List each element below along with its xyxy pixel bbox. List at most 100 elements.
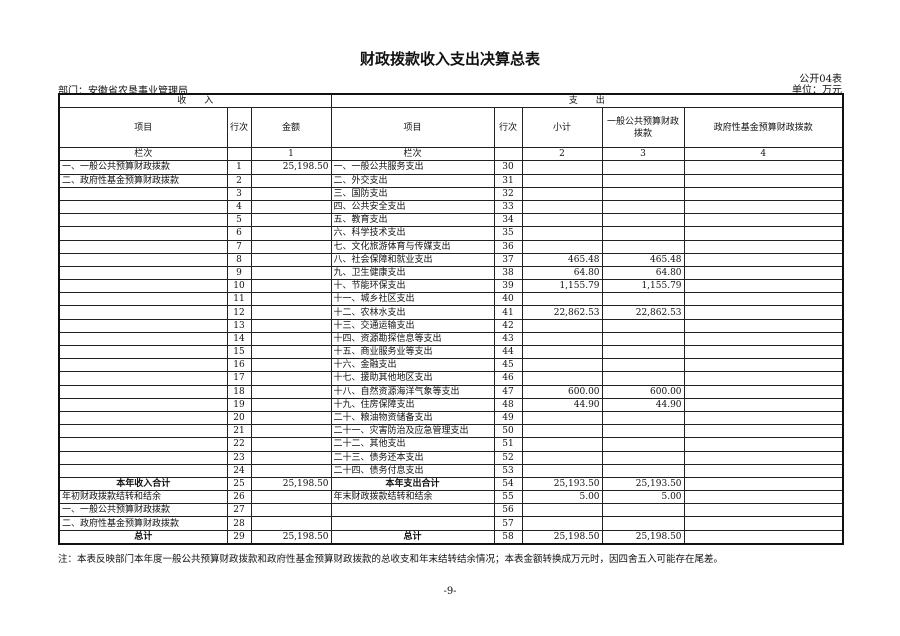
income-line-cell: 26 (226, 490, 252, 505)
income-item-cell: 本年收入合计 (58, 476, 228, 492)
income-amount-cell (250, 384, 332, 399)
table-row: 4 四、公共安全支出 33 (58, 199, 844, 215)
expense-item-cell: 一、一般公共服务支出 (330, 160, 495, 175)
expense-line-cell: 33 (493, 199, 523, 215)
expense-line-cell: 40 (493, 292, 523, 307)
subtotal-cell: 25,198.50 (521, 529, 603, 545)
income-amount-header: 金额 (250, 107, 332, 149)
general-budget-cell (601, 344, 685, 360)
gov-fund-cell (683, 265, 844, 281)
table-row: 本年收入合计 25 25,198.50 本年支出合计 54 25,193.50 25,193… (58, 476, 844, 492)
income-item-cell: 一、一般公共预算财政拨款 (58, 160, 228, 175)
expense-line-cell: 38 (493, 265, 523, 281)
income-line-cell: 4 (226, 199, 252, 215)
income-line-cell: 12 (226, 305, 252, 320)
expense-item-cell: 十八、自然资源海洋气象等支出 (330, 384, 495, 399)
expense-item-cell: 十三、交通运输支出 (330, 318, 495, 333)
gov-fund-header: 政府性基金预算财政拨款 (683, 107, 844, 149)
gov-fund-cell (683, 384, 844, 399)
income-amount-cell (250, 358, 332, 373)
income-line-cell: 13 (226, 318, 252, 333)
income-amount-cell (250, 331, 332, 347)
income-line-cell: 21 (226, 424, 252, 439)
expense-item-cell: 总计 (330, 529, 495, 545)
subtotal-cell (521, 160, 603, 175)
expense-item-cell: 十四、资源勘探信息等支出 (330, 331, 495, 347)
subtotal-cell: 600.00 (521, 384, 603, 399)
income-item-cell: 一、一般公共预算财政拨款 (58, 503, 228, 518)
expense-line-cell: 35 (493, 226, 523, 241)
expense-line-header: 行次 (493, 107, 523, 149)
income-item-cell (58, 424, 228, 439)
gov-fund-cell (683, 160, 844, 175)
income-line-cell: 23 (226, 450, 252, 465)
table-row: 13 十三、交通运输支出 42 (58, 318, 844, 333)
general-budget-cell (601, 173, 685, 188)
page-number: -9- (443, 586, 457, 597)
income-amount-cell (250, 199, 332, 215)
table-row: 11 十一、城乡社区支出 40 (58, 292, 844, 307)
income-item-cell (58, 463, 228, 478)
income-item-cell (58, 344, 228, 360)
expense-item-cell: 二十二、其他支出 (330, 437, 495, 452)
col-number-1: 1 (250, 147, 332, 162)
income-amount-cell (250, 516, 332, 531)
income-amount-cell: 25,198.50 (250, 160, 332, 175)
subtotal-cell (521, 292, 603, 307)
budget-summary-table: 收 入 支 出 项目 行次 金额 项目 行次 小计 一般公共预算财政拨款 政府性… (58, 93, 845, 545)
income-amount-cell (250, 305, 332, 320)
income-amount-cell (250, 252, 332, 267)
income-amount-cell (250, 371, 332, 386)
table-row: 一、一般公共预算财政拨款 27 56 (58, 503, 844, 518)
income-item-cell (58, 397, 228, 412)
subtotal-cell: 64.80 (521, 265, 603, 281)
gov-fund-cell (683, 318, 844, 333)
income-line-cell: 6 (226, 226, 252, 241)
income-amount-cell (250, 424, 332, 439)
gov-fund-cell (683, 490, 844, 505)
page-title: 财政拨款收入支出决算总表 (359, 50, 540, 68)
table-row: 21 二十一、灾害防治及应急管理支出 50 (58, 424, 844, 439)
subtotal-cell (521, 437, 603, 452)
table-row: 8 八、社会保障和就业支出 37 465.48 465.48 (58, 252, 844, 267)
table-row: 24 二十四、债务付息支出 53 (58, 463, 844, 478)
income-line-cell: 11 (226, 292, 252, 307)
income-amount-cell (250, 503, 332, 518)
gov-fund-cell (683, 529, 844, 545)
gov-fund-cell (683, 371, 844, 386)
expense-line-cell: 44 (493, 344, 523, 360)
expense-item-cell: 十、节能环保支出 (330, 279, 495, 294)
col-label: 栏次 (330, 147, 495, 162)
table-row: 19 十九、住房保障支出 48 44.90 44.90 (58, 397, 844, 412)
income-amount-cell (250, 490, 332, 505)
table-row: 20 二十、粮油物资储备支出 49 (58, 410, 844, 426)
income-item-cell (58, 437, 228, 452)
subtotal-cell (521, 344, 603, 360)
table-row: 5 五、教育支出 34 (58, 213, 844, 228)
table-row: 18 十八、自然资源海洋气象等支出 47 600.00 600.00 (58, 384, 844, 399)
subtotal-cell (521, 186, 603, 201)
general-budget-cell (601, 437, 685, 452)
income-amount-cell (250, 173, 332, 188)
subtotal-cell: 465.48 (521, 252, 603, 267)
general-budget-cell: 465.48 (601, 252, 685, 267)
income-item-cell (58, 358, 228, 373)
expense-line-cell: 39 (493, 279, 523, 294)
subtotal-header: 小计 (521, 107, 603, 149)
income-item-cell (58, 265, 228, 281)
income-amount-cell (250, 213, 332, 228)
gov-fund-cell (683, 503, 844, 518)
income-line-cell: 16 (226, 358, 252, 373)
income-line-cell: 7 (226, 239, 252, 254)
subtotal-cell (521, 463, 603, 478)
general-budget-cell: 64.80 (601, 265, 685, 281)
gov-fund-cell (683, 476, 844, 492)
gov-fund-cell (683, 213, 844, 228)
general-budget-cell (601, 358, 685, 373)
footnote: 注：本表反映部门本年度一般公共预算财政拨款和政府性基金预算财政拨款的总收支和年末… (58, 554, 724, 565)
subtotal-cell (521, 371, 603, 386)
income-item-cell (58, 318, 228, 333)
general-budget-cell (601, 160, 685, 175)
income-amount-cell: 25,198.50 (250, 476, 332, 492)
income-line-cell: 28 (226, 516, 252, 531)
